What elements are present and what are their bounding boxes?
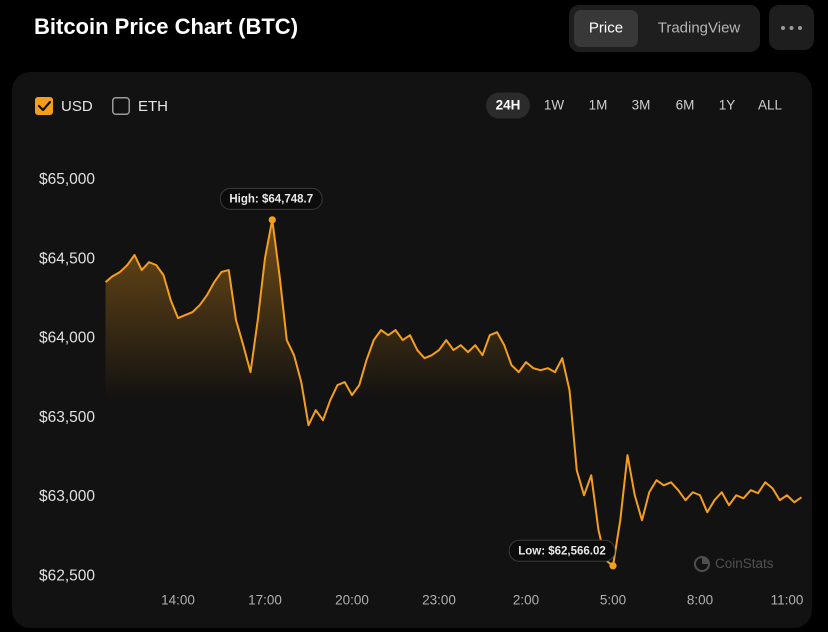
range-selected-bg [486,92,530,119]
annotation-label: Low: $62,566.02 [508,539,616,562]
x-tick-label: 20:00 [335,593,369,608]
watermark-icon-fill [702,557,709,564]
x-tick-label: 17:00 [248,593,282,608]
price-line [104,218,803,567]
tab[interactable]: Price [574,10,638,47]
watermark-icon [694,556,710,572]
range-label: 1W [544,98,565,113]
currency-checkbox[interactable]: USD [35,97,93,115]
range-label: ALL [758,98,783,113]
x-tick-label: 2:00 [513,593,539,608]
annotation-dot [609,562,617,570]
annotation-dot [268,216,276,224]
y-tick-label: $63,500 [39,409,95,426]
more-button[interactable] [769,5,814,50]
range-button[interactable]: ALL [758,98,783,113]
range-button[interactable]: 3M [632,98,651,113]
page-title: Bitcoin Price Chart (BTC) [34,14,298,39]
x-tick-label: 8:00 [687,593,713,608]
range-button[interactable]: 1M [589,98,608,113]
annotation-text: High: $64,748.7 [229,193,313,205]
y-tick-label: $64,000 [39,330,95,347]
x-tick-label: 5:00 [600,593,626,608]
x-tick-label: 14:00 [161,593,195,608]
tab-label: TradingView [658,19,741,36]
range-label: 1M [589,98,608,113]
annotation-bg [219,187,323,210]
x-tick-label: 11:00 [771,593,804,608]
range-button[interactable]: 6M [676,98,695,113]
tab-selected-bg [574,10,638,47]
range-label: 1Y [719,98,736,113]
checkmark [37,100,52,112]
currency-label: USD [61,98,93,115]
watermark-text: CoinStats [715,556,774,571]
plot: $62,500 $63,000 $63,500 $64,000 $64,500 $65,0… [39,171,803,607]
price-area [105,219,802,593]
range-button[interactable]: 24H [486,92,530,119]
dot [789,26,794,30]
currency-checkbox[interactable]: ETH [112,97,168,115]
range-button[interactable]: 1W [544,98,565,113]
watermark: CoinStats [694,556,774,572]
annotation-bg [508,539,616,562]
y-tick-label: $63,000 [39,488,95,505]
range-button[interactable]: 1Y [719,98,736,113]
checkbox-box [112,97,130,115]
dot [798,26,802,30]
tab-label: Price [589,19,623,36]
x-tick-label: 23:00 [422,593,456,608]
annotation-label: High: $64,748.7 [219,187,323,210]
y-tick-label: $62,500 [39,567,95,584]
y-tick-label: $64,500 [39,250,95,267]
checkbox-box [35,97,53,115]
y-tick-label: $65,000 [39,171,95,188]
range-label: 6M [676,98,695,113]
tab[interactable]: TradingView [658,19,741,36]
currency-label: ETH [138,98,168,115]
range-label: 24H [496,98,521,113]
range-label: 3M [632,98,651,113]
dot [781,26,785,30]
annotation-text: Low: $62,566.02 [518,545,606,557]
